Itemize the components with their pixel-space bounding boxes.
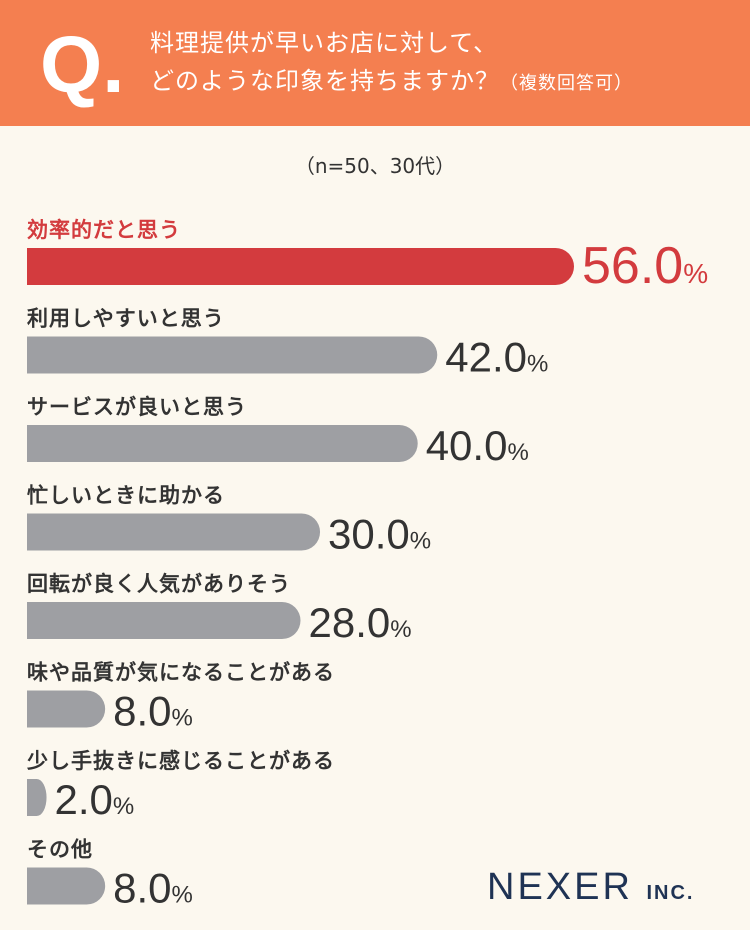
nexer-logo: NEXER INC. [487,866,694,909]
bar-row-7: 少し手抜きに感じることがある 2.0% [26,749,335,823]
value-label: 28.0% [309,599,412,646]
value-number: 8.0 [113,688,171,735]
bar-row-4: 忙しいときに助かる 30.0% [27,484,431,558]
category-label: 忙しいときに助かる [27,484,225,508]
bar-row-5: 回転が良く人気がありそう 28.0% [27,572,412,646]
value-unit: % [527,351,548,378]
question-note: （複数回答可） [500,73,633,94]
question-text: 料理提供が早いお店に対して、 どのような印象を持ちますか？（複数回答可） [150,24,740,103]
value-label: 40.0% [426,422,529,469]
value-label: 56.0% [582,237,708,295]
value-number: 8.0 [113,865,171,912]
bar-row-1: 効率的だと思う 56.0% [27,218,708,295]
question-line-2-text: どのような印象を持ちますか？ [150,67,500,95]
value-unit: % [390,616,411,643]
bar [27,602,301,639]
bar [27,425,418,462]
category-label: 回転が良く人気がありそう [27,572,291,596]
value-label: 42.0% [445,334,548,381]
value-unit: % [172,705,193,732]
bar [27,336,438,374]
value-label: 8.0% [113,688,193,735]
bar [27,779,47,816]
question-line-2: どのような印象を持ちますか？（複数回答可） [150,62,740,103]
question-line-1: 料理提供が早いお店に対して、 [150,29,499,57]
value-number: 28.0 [309,599,391,646]
value-unit: % [507,439,528,466]
logo-brand: NEXER [487,866,633,908]
bar [27,513,321,551]
bar-row-6: 味や品質が気になることがある 8.0% [27,661,335,735]
value-number: 40.0 [426,422,508,469]
category-label: その他 [27,838,93,862]
value-number: 2.0 [55,776,113,823]
value-unit: % [410,528,431,555]
bar [27,248,574,285]
logo-suffix: INC. [646,882,695,904]
category-label: 味や品質が気になることがある [27,661,335,685]
value-label: 8.0% [113,865,193,912]
value-label: 2.0% [55,776,135,823]
q-mark: Q. [40,20,125,109]
value-number: 42.0 [445,334,527,381]
bar-row-2: 利用しやすいと思う 42.0% [27,307,548,381]
bar-row-3: サービスが良いと思う 40.0% [27,395,529,469]
bar [27,867,106,905]
bar [27,690,106,728]
question-header: Q. 料理提供が早いお店に対して、 どのような印象を持ちますか？（複数回答可） [0,0,750,126]
value-number: 30.0 [328,511,410,558]
value-number: 56.0 [582,237,683,295]
category-label: 利用しやすいと思う [27,307,225,331]
bar-row-8: その他 8.0% [27,838,193,912]
value-unit: % [172,882,193,909]
value-unit: % [683,258,708,289]
sample-note: （n=50、30代） [294,154,456,178]
category-label: 効率的だと思う [27,218,181,242]
value-label: 30.0% [328,511,431,558]
category-label: 少し手抜きに感じることがある [26,749,335,773]
category-label: サービスが良いと思う [27,395,247,419]
value-unit: % [113,793,134,820]
